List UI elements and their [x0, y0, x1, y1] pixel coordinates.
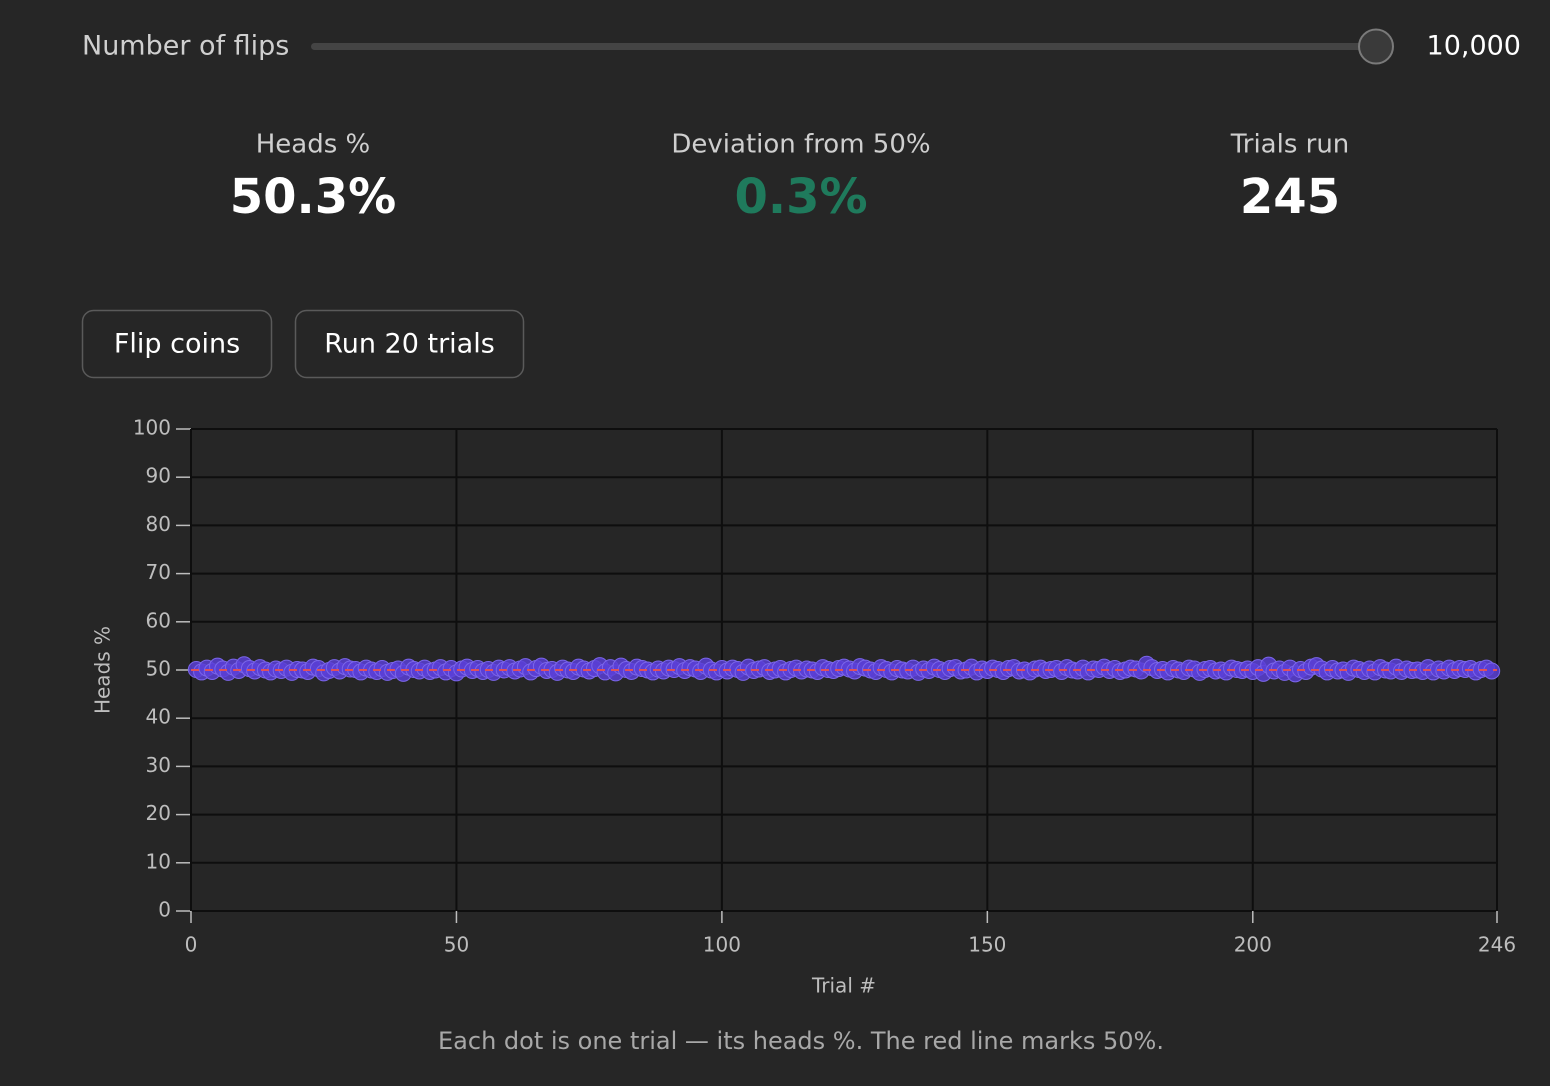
- y-tick-label: 50: [146, 657, 171, 681]
- slider-label: Number of flips: [82, 31, 289, 62]
- run-button[interactable]: Run 20 trials: [294, 309, 525, 379]
- slider-value: 10,000: [1427, 31, 1521, 62]
- button-frame[interactable]: [81, 309, 273, 379]
- slider-thumb[interactable]: [1358, 28, 1394, 65]
- x-axis-label: Trial #: [811, 974, 876, 998]
- y-tick-label: 60: [146, 608, 171, 632]
- x-tick-label: 100: [703, 933, 741, 957]
- y-tick-label: 20: [146, 801, 171, 825]
- flip-button[interactable]: Flip coins: [81, 309, 273, 379]
- x-tick-label: 246: [1478, 933, 1516, 957]
- stat-label: Trials run: [1230, 130, 1350, 160]
- stat-value: 245: [1240, 169, 1340, 225]
- x-tick-label: 50: [444, 933, 469, 957]
- y-tick-label: 10: [146, 849, 171, 873]
- y-tick-label: 30: [146, 753, 171, 777]
- stat-value: 50.3%: [230, 169, 397, 225]
- y-tick-label: 80: [146, 512, 171, 536]
- button-label[interactable]: Run 20 trials: [324, 329, 495, 360]
- y-tick-label: 40: [146, 705, 171, 729]
- x-tick-label: 200: [1234, 933, 1272, 957]
- stat-label: Deviation from 50%: [671, 130, 930, 160]
- stat-value: 0.3%: [734, 169, 867, 225]
- x-tick-label: 0: [185, 933, 198, 957]
- y-tick-label: 70: [146, 560, 171, 584]
- y-tick-label: 0: [158, 898, 171, 922]
- x-tick-label: 150: [968, 933, 1006, 957]
- plot: 0 10 20 30 40 50 60 70 80 90 100 0 50 100 150 200 246: [133, 416, 1516, 957]
- stat-label: Heads %: [256, 130, 371, 160]
- slider-track[interactable]: [311, 43, 1390, 50]
- y-tick-label: 90: [146, 464, 171, 488]
- y-axis-label: Heads %: [91, 626, 115, 714]
- button-frame[interactable]: [294, 309, 525, 379]
- caption: Each dot is one trial — its heads %. The…: [438, 1027, 1164, 1055]
- button-label[interactable]: Flip coins: [114, 329, 240, 360]
- y-tick-label: 100: [133, 416, 171, 440]
